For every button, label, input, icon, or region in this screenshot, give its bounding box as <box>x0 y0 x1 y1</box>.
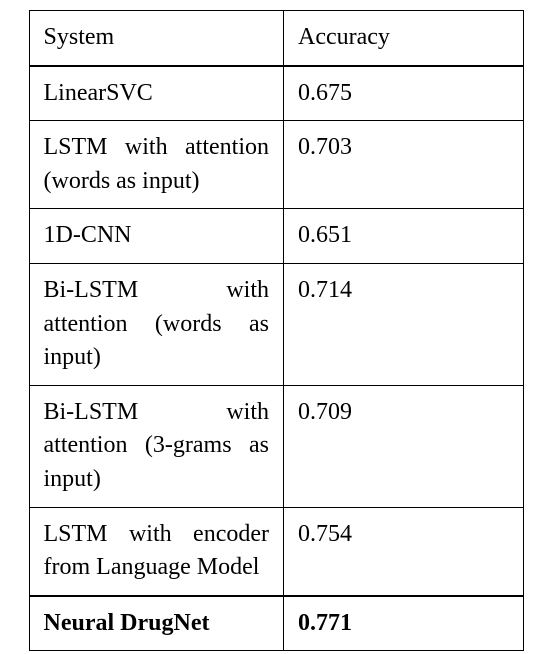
table-row: LSTM with encoder from Language Model 0.… <box>29 507 523 596</box>
table-row: Bi-LSTM with attention (3-grams as input… <box>29 385 523 507</box>
cell-system: 1D-CNN <box>29 209 284 264</box>
cell-accuracy: 0.754 <box>284 507 524 596</box>
table-header-row: System Accuracy <box>29 11 523 66</box>
cell-system-bold: Neural DrugNet <box>29 596 284 651</box>
table-row: Bi-LSTM with attention (words as input) … <box>29 263 523 385</box>
cell-accuracy: 0.703 <box>284 121 524 209</box>
table-row: LinearSVC 0.675 <box>29 66 523 121</box>
cell-accuracy: 0.714 <box>284 263 524 385</box>
cell-accuracy: 0.709 <box>284 385 524 507</box>
table-row-highlight: Neural DrugNet 0.771 <box>29 596 523 651</box>
header-accuracy: Accuracy <box>284 11 524 66</box>
header-system: System <box>29 11 284 66</box>
results-table: System Accuracy LinearSVC 0.675 LSTM wit… <box>29 10 524 651</box>
cell-system: LSTM with encoder from Language Model <box>29 507 284 596</box>
cell-system: LinearSVC <box>29 66 284 121</box>
cell-accuracy-bold: 0.771 <box>284 596 524 651</box>
table-row: LSTM with attention (words as input) 0.7… <box>29 121 523 209</box>
table-row: 1D-CNN 0.651 <box>29 209 523 264</box>
cell-accuracy: 0.675 <box>284 66 524 121</box>
cell-system: LSTM with attention (words as input) <box>29 121 284 209</box>
cell-accuracy: 0.651 <box>284 209 524 264</box>
cell-system: Bi-LSTM with attention (words as input) <box>29 263 284 385</box>
cell-system: Bi-LSTM with attention (3-grams as input… <box>29 385 284 507</box>
